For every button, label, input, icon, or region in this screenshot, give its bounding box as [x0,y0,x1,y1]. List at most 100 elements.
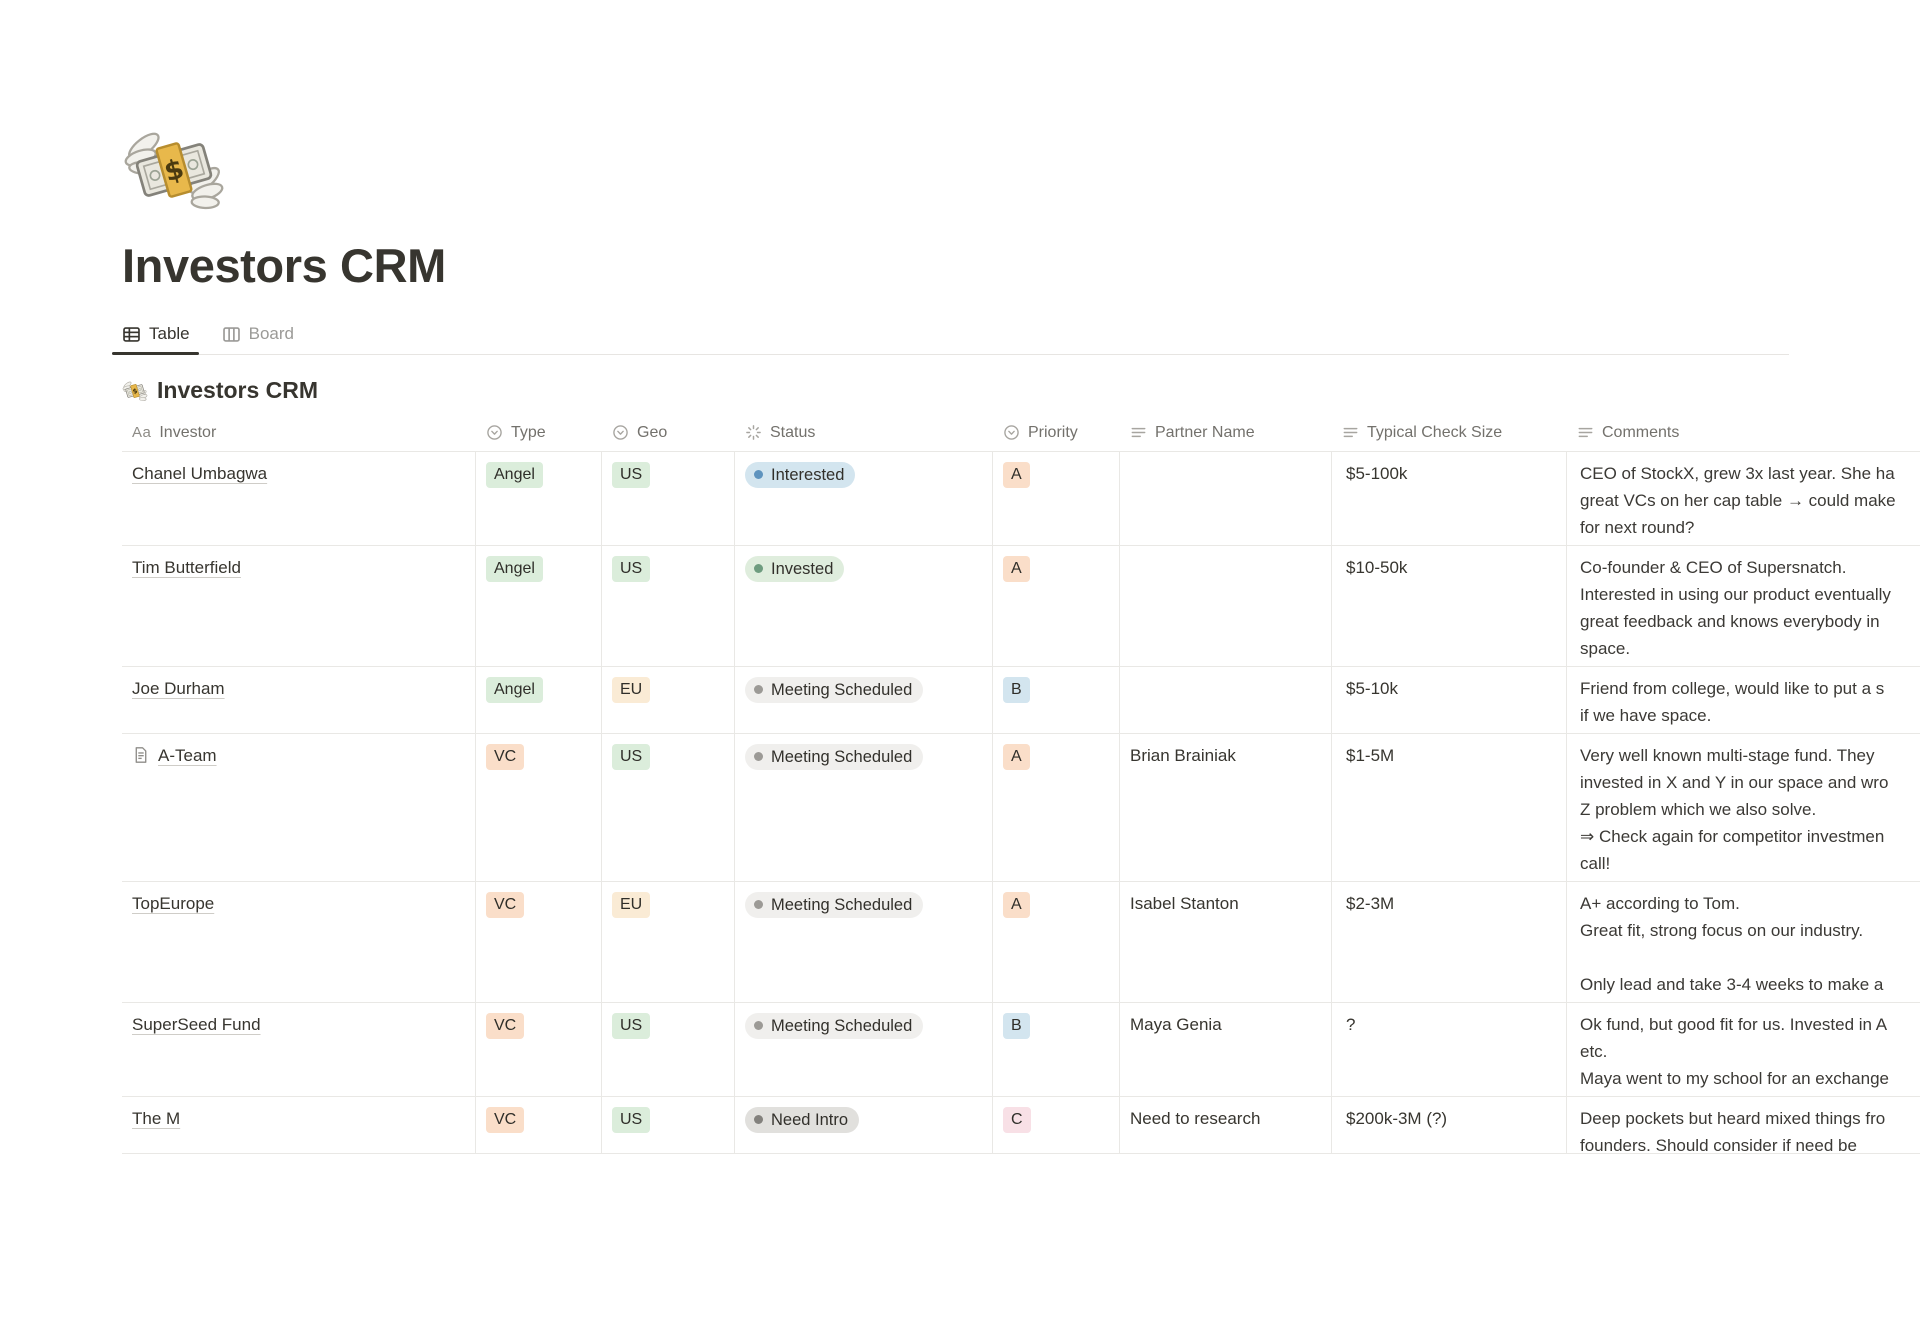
column-header-geo[interactable]: Geo [602,414,735,451]
status-cell[interactable]: Meeting Scheduled [735,1003,993,1097]
investor-cell[interactable]: A-Team [122,734,476,882]
comment-line: great feedback and knows everybody in [1580,612,1880,632]
investor-cell[interactable]: SuperSeed Fund [122,1003,476,1097]
check-size-text: $10-50k [1346,558,1408,578]
table-row: Joe Durham Angel EU Meeting Scheduled B $5-10… [122,667,1920,735]
geo-tag: EU [612,677,651,704]
priority-cell[interactable]: A [993,882,1120,1003]
comments-cell[interactable]: CEO of StockX, grew 3x last year. She ha… [1567,452,1920,545]
status-cell[interactable]: Meeting Scheduled [735,734,993,882]
table-row: A-Team VC US Meeting Scheduled A Brian Braini… [122,734,1920,883]
table-row: SuperSeed Fund VC US Meeting Scheduled B Maya… [122,1003,1920,1098]
comments-cell[interactable]: Deep pockets but heard mixed things fro f… [1567,1097,1920,1155]
geo-cell[interactable]: US [602,452,735,546]
type-cell[interactable]: VC [476,882,602,1003]
check-size-cell[interactable]: $5-10k [1332,667,1567,734]
geo-cell[interactable]: EU [602,882,735,1003]
tab-table-label: Table [149,324,190,344]
partner-name-cell[interactable] [1120,667,1332,734]
investor-name[interactable]: Chanel Umbagwa [132,464,268,484]
partner-name-cell[interactable]: Brian Brainiak [1120,734,1332,882]
type-cell[interactable]: Angel [476,546,602,667]
status-cell[interactable]: Invested [735,546,993,667]
geo-cell[interactable]: US [602,1097,735,1154]
status-cell[interactable]: Interested [735,452,993,546]
column-header-partner-name[interactable]: Partner Name [1120,414,1332,451]
priority-tag: C [1003,1107,1031,1134]
priority-cell[interactable]: A [993,734,1120,882]
check-size-cell[interactable]: $10-50k [1332,546,1567,667]
investor-cell[interactable]: Chanel Umbagwa [122,452,476,546]
priority-tag: B [1003,677,1030,704]
priority-cell[interactable]: A [993,546,1120,667]
partner-name-cell[interactable] [1120,546,1332,667]
column-label: Status [770,423,816,441]
check-size-cell[interactable]: $2-3M [1332,882,1567,1003]
column-header-type[interactable]: Type [476,414,602,451]
investor-cell[interactable]: The M [122,1097,476,1154]
comments-cell[interactable]: A+ according to Tom. Great fit, strong fo… [1567,882,1920,1002]
priority-cell[interactable]: B [993,667,1120,734]
partner-name-cell[interactable] [1120,452,1332,546]
check-size-cell[interactable]: $5-100k [1332,452,1567,546]
status-dot [754,1115,763,1125]
priority-tag: A [1003,892,1030,919]
investor-cell[interactable]: Tim Butterfield [122,546,476,667]
comment-line [1580,944,1920,971]
column-header-comments[interactable]: Comments [1567,414,1920,451]
partner-name-cell[interactable]: Maya Genia [1120,1003,1332,1097]
column-header-typical-check-size[interactable]: Typical Check Size [1332,414,1567,451]
type-cell[interactable]: Angel [476,667,602,734]
priority-cell[interactable]: C [993,1097,1120,1154]
column-label: Comments [1602,423,1680,441]
comment-line: A+ according to Tom. [1580,894,1740,914]
status-pill: Meeting Scheduled [745,676,924,703]
page-icon money-with-wings-emoji[interactable] [122,118,226,222]
check-size-text: ? [1346,1015,1356,1035]
comments-cell[interactable]: Friend from college, would like to put a… [1567,667,1920,733]
priority-cell[interactable]: A [993,452,1120,546]
comments-cell[interactable]: Very well known multi-stage fund. They in… [1567,734,1920,881]
type-cell[interactable]: VC [476,1097,602,1154]
collection-title-text[interactable]: Investors CRM [157,377,319,404]
partner-name-cell[interactable]: Need to research [1120,1097,1332,1154]
status-dot [754,900,763,910]
tab-board[interactable]: Board [222,320,294,355]
status-label: Meeting Scheduled [771,747,913,766]
investor-cell[interactable]: TopEurope [122,882,476,1003]
check-size-cell[interactable]: $200k-3M (?) [1332,1097,1567,1154]
status-cell[interactable]: Need Intro [735,1097,993,1154]
check-size-cell[interactable]: $1-5M [1332,734,1567,882]
column-header-investor[interactable]: Aa Investor [122,414,476,451]
type-cell[interactable]: VC [476,734,602,882]
priority-cell[interactable]: B [993,1003,1120,1097]
type-cell[interactable]: Angel [476,452,602,546]
column-header-priority[interactable]: Priority [993,414,1120,451]
comment-line: for next round? [1580,518,1695,538]
geo-cell[interactable]: US [602,546,735,667]
partner-name-cell[interactable]: Isabel Stanton [1120,882,1332,1003]
investor-name[interactable]: Tim Butterfield [132,558,241,578]
geo-cell[interactable]: US [602,734,735,882]
investor-name[interactable]: TopEurope [132,894,215,914]
type-cell[interactable]: VC [476,1003,602,1097]
text-property-icon [1577,424,1594,441]
investor-cell[interactable]: Joe Durham [122,667,476,734]
check-size-cell[interactable]: ? [1332,1003,1567,1097]
tab-table[interactable]: Table [112,320,199,356]
status-cell[interactable]: Meeting Scheduled [735,882,993,1003]
column-label: Priority [1028,423,1078,441]
status-cell[interactable]: Meeting Scheduled [735,667,993,734]
investor-name[interactable]: The M [132,1109,181,1129]
investor-name[interactable]: SuperSeed Fund [132,1015,261,1035]
geo-cell[interactable]: US [602,1003,735,1097]
comment-line: etc. [1580,1042,1608,1062]
comments-cell[interactable]: Ok fund, but good fit for us. Invested i… [1567,1003,1920,1096]
investor-name[interactable]: Joe Durham [132,679,225,699]
investor-name[interactable]: A-Team [158,746,217,766]
geo-cell[interactable]: EU [602,667,735,734]
column-header-status[interactable]: Status [735,414,993,451]
status-property-icon [745,424,762,441]
comments-cell[interactable]: Co-founder & CEO of Supersnatch. Interest… [1567,546,1920,666]
page-title[interactable]: Investors CRM [122,239,446,292]
